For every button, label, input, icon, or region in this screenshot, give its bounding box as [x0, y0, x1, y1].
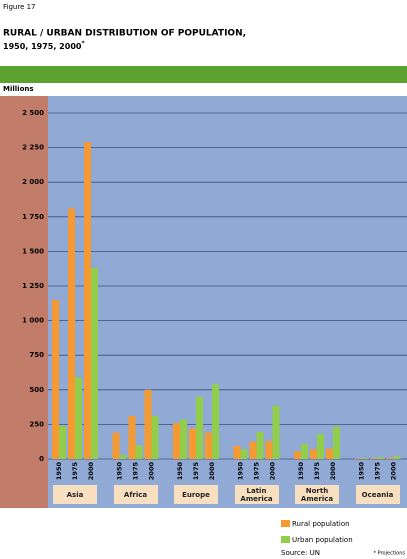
x-tick-label: 2000 [329, 462, 337, 481]
chart-subtitle: 1950, 1975, 2000* [3, 40, 85, 51]
x-tick-label: 1950 [116, 462, 124, 481]
bar [75, 377, 82, 459]
x-tick-label: 2000 [148, 462, 156, 481]
header-band [0, 66, 407, 83]
legend-swatch [281, 520, 290, 527]
source: Source: UN [281, 549, 320, 557]
bar [180, 419, 187, 459]
bar [173, 423, 180, 459]
group-label: North America [295, 485, 339, 504]
bar [240, 449, 248, 459]
bar [91, 268, 98, 459]
bar [361, 457, 369, 459]
legend-swatch [281, 536, 290, 543]
x-tick-label: 1950 [237, 462, 245, 481]
bar [59, 425, 66, 459]
x-tick-label: 2000 [208, 462, 216, 481]
x-tick-label: 1975 [132, 462, 140, 481]
legend-label: Rural population [292, 520, 350, 528]
x-tick-label: 1950 [297, 462, 305, 481]
footnote: * Projections [374, 551, 406, 557]
y-tick-label: 1 750 [22, 213, 44, 221]
y-tick-label: 1 000 [22, 317, 44, 325]
x-tick-label: 1950 [358, 462, 366, 481]
y-tick-label: 2 250 [22, 144, 44, 152]
bar [265, 441, 273, 459]
group-label: Africa [113, 485, 158, 504]
bar [151, 416, 159, 459]
y-tick-label: 1 500 [22, 247, 44, 255]
subtitle-text: 1950, 1975, 2000 [3, 42, 82, 51]
legend-label: Urban population [292, 536, 353, 544]
x-tick-label: 1950 [176, 462, 184, 481]
bar [112, 432, 120, 459]
bar [377, 457, 385, 459]
bar [196, 396, 203, 459]
x-tick-label: 1950 [55, 462, 63, 481]
y-tick-label: 2 500 [22, 109, 44, 117]
bar [119, 454, 127, 459]
x-tick-label: 1975 [313, 462, 321, 481]
bar [393, 456, 401, 459]
bar [333, 426, 340, 459]
bar [386, 457, 394, 459]
bar [294, 451, 301, 459]
group-label: Oceania [355, 485, 400, 504]
y-tick-label: 1 250 [22, 282, 44, 290]
bar [189, 428, 196, 459]
x-tick-label: 2000 [87, 462, 95, 481]
x-tick-label: 1975 [71, 462, 79, 481]
group-label: Europe [174, 485, 218, 504]
x-tick-label: 1975 [192, 462, 200, 481]
subtitle-note: * [81, 40, 85, 47]
bar [317, 434, 324, 459]
bar [128, 416, 136, 459]
axis-column [0, 96, 48, 508]
y-tick-label: 0 [39, 455, 44, 463]
bar [256, 432, 264, 459]
x-tick-label: 2000 [269, 462, 277, 481]
group-label: Asia [53, 485, 97, 504]
bar [370, 458, 378, 459]
bar [84, 142, 91, 459]
bar [249, 441, 257, 459]
x-tick-label: 1975 [374, 462, 382, 481]
bar [310, 449, 317, 459]
chart-title: RURAL / URBAN DISTRIBUTION OF POPULATION… [3, 29, 246, 39]
bar [205, 432, 212, 459]
bar [144, 389, 152, 459]
bar [212, 384, 219, 459]
figure-label: Figure 17 [3, 3, 36, 11]
x-tick-label: 1975 [253, 462, 261, 481]
y-tick-label: 2 000 [22, 178, 44, 186]
bar [326, 448, 333, 459]
bar [272, 405, 280, 459]
y-tick-label: 500 [29, 386, 44, 394]
y-tick-label: 750 [29, 351, 44, 359]
x-tick-label: 2000 [390, 462, 398, 481]
plot-area [48, 96, 407, 508]
bar [233, 445, 241, 459]
bar [301, 443, 308, 459]
bar [354, 458, 362, 459]
y-axis-label: Millions [3, 85, 34, 93]
group-label: Latin America [234, 485, 279, 504]
y-tick-label: 250 [29, 420, 44, 428]
bar [135, 445, 143, 459]
bar [68, 208, 75, 459]
bar [52, 299, 59, 459]
